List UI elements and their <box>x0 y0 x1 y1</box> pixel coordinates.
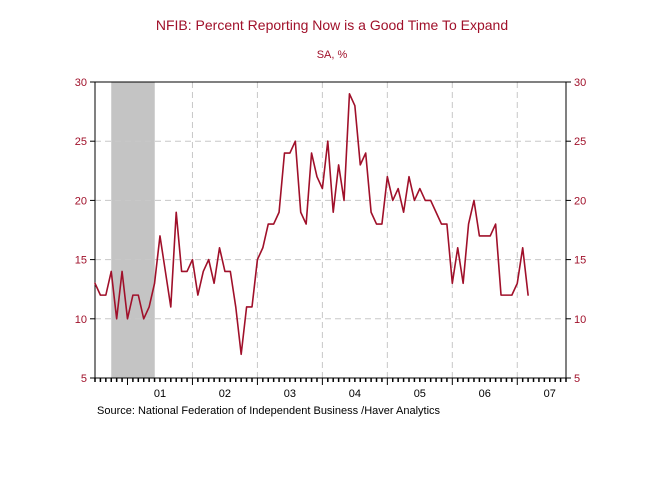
y-tick-label-left: 25 <box>75 136 87 148</box>
y-tick-label-right: 5 <box>574 373 580 385</box>
x-tick-label: 07 <box>544 388 556 400</box>
x-tick-label: 02 <box>219 388 231 400</box>
recession-band <box>111 82 155 378</box>
x-axis: 01 02 03 04 05 06 07 <box>94 378 567 400</box>
y-tick-label-right: 20 <box>574 195 586 207</box>
y-axis-left: 5 10 15 20 25 30 <box>75 77 95 385</box>
recession-shading-layer <box>111 82 155 378</box>
y-tick-label-left: 10 <box>75 314 87 326</box>
y-tick-label-right: 25 <box>574 136 586 148</box>
x-tick-label: 03 <box>284 388 296 400</box>
x-tick-label: 04 <box>349 388 361 400</box>
x-tick-label: 06 <box>479 388 491 400</box>
chart-source: Source: National Federation of Independe… <box>97 405 441 417</box>
chart-subtitle: SA, % <box>317 49 348 61</box>
y-tick-label-left: 30 <box>75 77 87 89</box>
y-tick-label-right: 30 <box>574 77 586 89</box>
y-tick-label-right: 10 <box>574 314 586 326</box>
chart-title: NFIB: Percent Reporting Now is a Good Ti… <box>156 17 508 33</box>
series-line <box>94 93 529 356</box>
y-axis-right: 5 10 15 20 25 30 <box>566 77 586 385</box>
y-tick-label-right: 15 <box>574 255 586 267</box>
plot-frame <box>94 81 567 379</box>
x-tick-label: 01 <box>154 388 166 400</box>
x-tick-label: 05 <box>414 388 426 400</box>
series-layer <box>94 93 529 356</box>
y-tick-label-left: 20 <box>75 195 87 207</box>
y-tick-label-left: 15 <box>75 255 87 267</box>
y-tick-label-left: 5 <box>81 373 87 385</box>
grid-layer <box>95 82 566 378</box>
